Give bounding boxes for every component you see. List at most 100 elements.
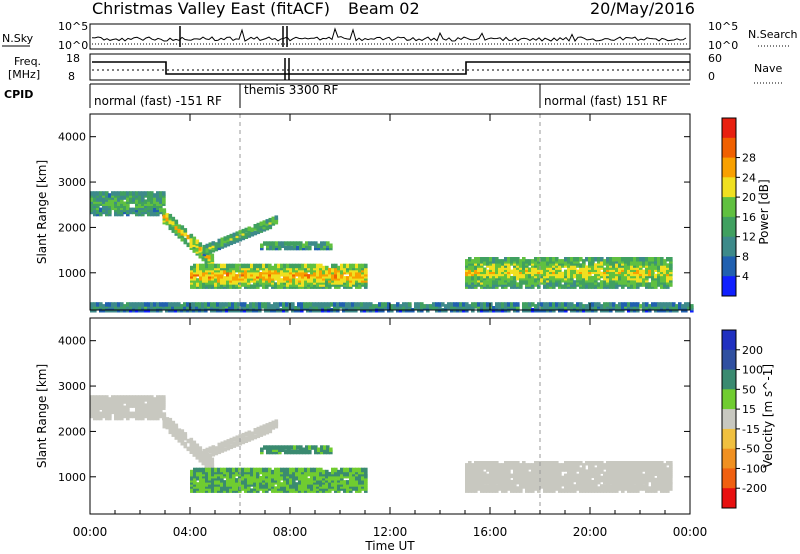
velocity-cell	[259, 482, 263, 487]
power-cell	[648, 282, 652, 287]
velocity-cell	[274, 486, 278, 491]
power-cell	[280, 263, 284, 269]
power-cell	[630, 284, 634, 289]
velocity-cell	[334, 478, 338, 483]
power-cell	[190, 265, 194, 271]
power-cell	[265, 263, 269, 269]
power-cell	[600, 284, 604, 289]
power-cell	[352, 272, 356, 277]
velocity-cell	[99, 399, 103, 404]
velocity-cell	[265, 467, 269, 473]
power-cell	[323, 241, 327, 246]
velocity-cell	[311, 445, 315, 450]
colorbar-swatch	[722, 488, 736, 509]
power-cell	[278, 241, 282, 246]
velocity-cell	[337, 484, 341, 489]
power-cell	[477, 302, 481, 307]
y-tick-label: 2000	[58, 425, 86, 438]
power-cell	[153, 199, 157, 204]
velocity-cell	[283, 476, 287, 481]
power-cell	[132, 302, 136, 307]
velocity-cell	[567, 477, 571, 483]
power-cell	[639, 304, 643, 309]
power-cell	[528, 273, 532, 279]
power-cell	[278, 245, 282, 251]
power-cell	[300, 306, 304, 311]
power-cell	[603, 273, 607, 279]
power-cell	[304, 263, 308, 269]
velocity-cell	[199, 484, 203, 489]
velocity-cell	[281, 445, 285, 450]
power-cell	[279, 302, 283, 307]
velocity-cell	[669, 479, 673, 485]
power-cell	[281, 241, 285, 246]
velocity-cell	[474, 479, 478, 485]
velocity-cell	[325, 469, 329, 475]
power-cell	[606, 278, 610, 283]
velocity-cell	[202, 467, 206, 473]
velocity-cell	[561, 488, 565, 493]
power-cell	[301, 263, 305, 269]
power-cell	[627, 257, 631, 262]
power-cell	[238, 263, 242, 269]
power-cell	[208, 242, 213, 247]
velocity-cell	[525, 463, 529, 468]
velocity-cell	[229, 444, 234, 450]
power-cell	[315, 302, 319, 307]
velocity-cell	[292, 482, 296, 487]
power-cell	[96, 191, 100, 196]
power-cell	[189, 302, 193, 307]
power-cell	[630, 265, 634, 270]
power-cell	[549, 282, 553, 287]
velocity-cell	[247, 430, 252, 435]
velocity-cell	[314, 449, 318, 455]
velocity-cell	[235, 478, 239, 483]
power-cell	[264, 302, 268, 307]
colorbar-swatch	[722, 118, 736, 139]
velocity-cell	[513, 484, 517, 489]
power-cell	[205, 243, 210, 249]
velocity-cell	[549, 471, 553, 476]
power-cell	[555, 257, 559, 262]
power-cell	[132, 191, 136, 196]
power-cell	[666, 302, 670, 307]
power-cell	[262, 263, 266, 269]
power-cell	[208, 244, 213, 250]
velocity-cell	[220, 446, 225, 451]
velocity-cell	[193, 467, 197, 473]
power-cell	[666, 263, 670, 268]
velocity-cell	[250, 488, 254, 493]
velocity-cell	[253, 434, 258, 440]
power-cell	[465, 302, 469, 307]
velocity-cell	[486, 465, 490, 470]
velocity-cell	[205, 452, 210, 457]
velocity-cell	[290, 445, 294, 450]
power-cell	[498, 259, 502, 264]
power-cell	[343, 276, 347, 281]
velocity-cell	[552, 488, 556, 493]
velocity-cell	[196, 482, 200, 487]
velocity-cell	[132, 411, 136, 417]
power-cell	[226, 239, 231, 245]
power-cell	[564, 302, 568, 307]
power-cell	[642, 257, 646, 262]
power-cell	[177, 232, 182, 237]
power-cell	[516, 282, 520, 287]
power-cell	[205, 263, 209, 269]
power-cell	[597, 282, 601, 287]
velocity-cell	[117, 401, 121, 406]
velocity-cell	[214, 446, 219, 451]
power-cell	[534, 304, 538, 309]
power-cell	[579, 257, 583, 262]
power-cell	[117, 302, 121, 307]
velocity-cell	[319, 482, 323, 487]
power-cell	[672, 302, 676, 307]
power-cell	[274, 263, 278, 269]
power-cell	[265, 225, 270, 231]
power-cell	[651, 282, 655, 287]
power-cell	[660, 257, 664, 262]
power-cell	[250, 229, 255, 235]
power-cell	[582, 259, 586, 264]
velocity-cell	[579, 461, 583, 466]
power-cell	[603, 302, 607, 307]
